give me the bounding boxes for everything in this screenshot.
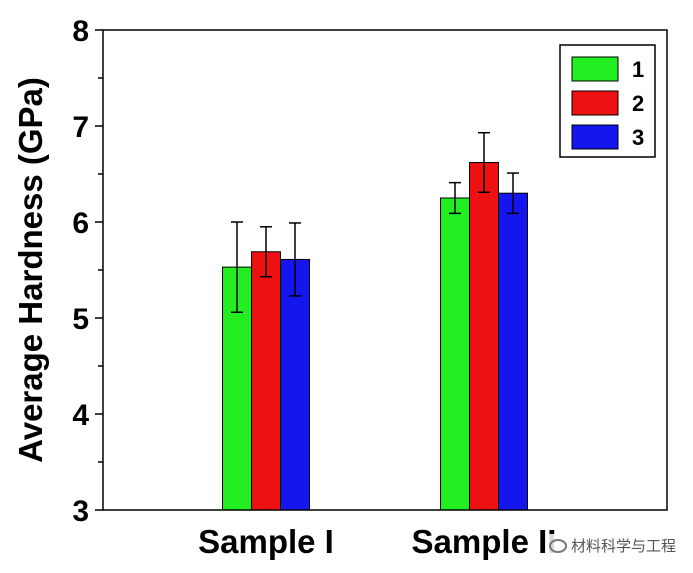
y-tick-label-8: 8 [72, 15, 89, 48]
legend-swatch-2 [571, 90, 619, 116]
bar-series-3-2 [498, 192, 528, 511]
bar-series-1-2 [440, 197, 470, 511]
bar-series-3-1 [280, 258, 310, 511]
y-tick-label-7: 7 [72, 111, 89, 144]
wechat-icon [548, 538, 567, 553]
legend-label-3: 3 [632, 125, 644, 150]
y-tick-label-5: 5 [72, 303, 89, 336]
watermark-text: 材料科学与工程 [570, 537, 676, 555]
y-tick-label-4: 4 [72, 399, 89, 432]
y-axis-label: Average Hardness (GPa) [12, 77, 49, 463]
legend-swatch-3 [571, 124, 619, 150]
y-tick-label-3: 3 [72, 495, 89, 528]
bar-series-2-1 [251, 251, 281, 511]
x-category-label-1: Sample I [198, 523, 334, 560]
y-tick-label-6: 6 [72, 207, 89, 240]
legend-label-2: 2 [632, 91, 644, 116]
x-category-label-2: Sample II [412, 523, 557, 560]
watermark: 材料科学与工程 [545, 534, 679, 557]
legend-swatch-1 [571, 56, 619, 82]
legend-label-1: 1 [632, 57, 644, 82]
bar-series-2-2 [469, 161, 499, 511]
